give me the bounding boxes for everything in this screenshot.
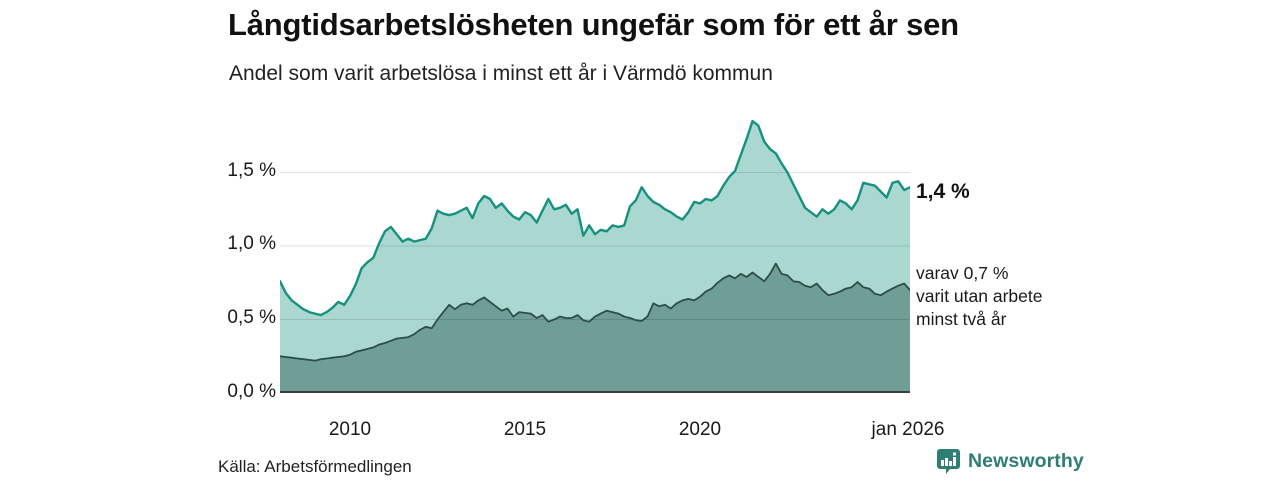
source-credit: Källa: Arbetsförmedlingen <box>218 457 412 476</box>
x-axis-tick-2020: 2020 <box>678 419 722 440</box>
annotation-line: varav 0,7 % <box>916 263 1009 283</box>
newsworthy-bars-icon <box>937 449 960 474</box>
y-axis-tick-1-5: 1,5 % <box>227 160 276 181</box>
annotation-line: minst två år <box>916 309 1007 329</box>
x-axis-tick-2015: 2015 <box>503 419 547 440</box>
series-line-0 <box>280 119 910 317</box>
page-title: Långtidsarbetslösheten ungefär som för e… <box>228 7 959 42</box>
secondary-series-annotation: varav 0,7 % varit utan arbete minst två … <box>916 262 1042 331</box>
area-chart <box>280 119 910 393</box>
y-axis-tick-0-5: 0,5 % <box>227 307 276 328</box>
x-axis-tick-2010: 2010 <box>328 419 372 440</box>
y-axis-tick-0-0: 0,0 % <box>227 381 276 402</box>
newsworthy-wordmark: Newsworthy <box>968 450 1084 472</box>
annotation-line: varit utan arbete <box>916 286 1043 306</box>
series-end-value-label: 1,4 % <box>916 180 970 203</box>
page-subtitle: Andel som varit arbetslösa i minst ett å… <box>229 62 773 85</box>
x-axis-tick-jan-2026: jan 2026 <box>871 419 945 440</box>
series-area-1 <box>280 263 910 393</box>
y-axis-tick-1-0: 1,0 % <box>227 233 276 254</box>
newsworthy-logo: Newsworthy <box>936 448 1084 475</box>
series-line-1 <box>280 262 910 362</box>
